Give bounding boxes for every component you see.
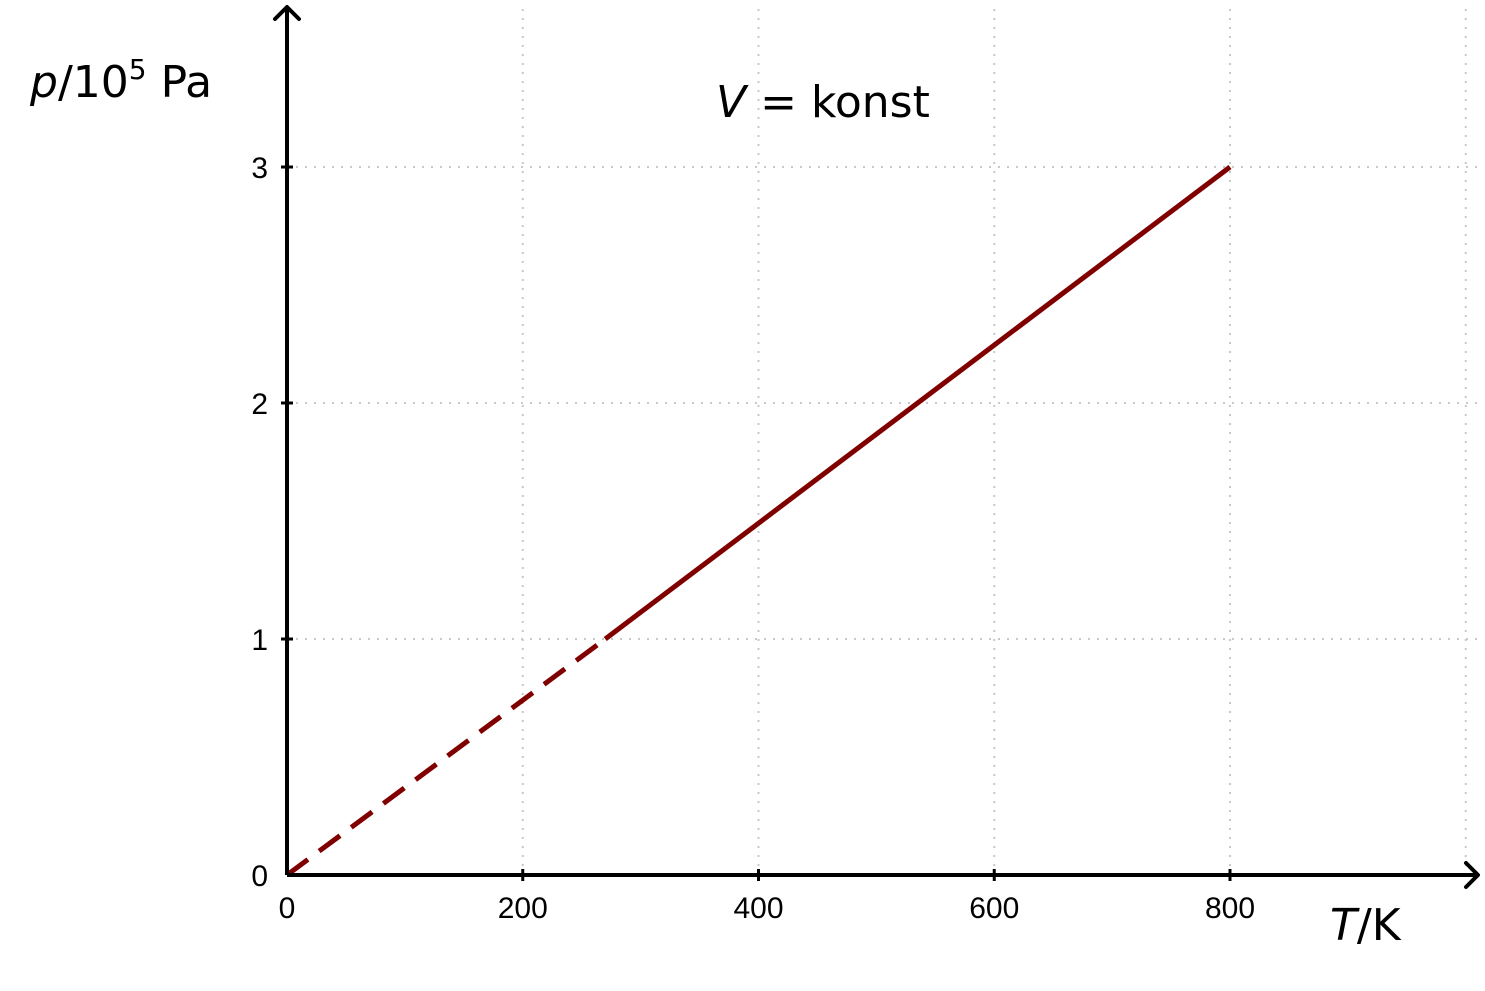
- y-axis-arrow: [273, 5, 301, 21]
- y-tick-label: 3: [251, 152, 268, 185]
- annotation-op: =: [746, 77, 811, 128]
- y-tick-label: 1: [251, 624, 268, 657]
- annotation-text: konst: [811, 77, 930, 128]
- y-axis-sep: /: [58, 57, 73, 108]
- y-axis-exp: 5: [129, 53, 147, 86]
- x-axis-title: T/K: [1330, 900, 1402, 951]
- x-tick-label: 800: [1205, 892, 1255, 925]
- x-tick-label: 0: [279, 892, 296, 925]
- series-line-dashed: [285, 636, 607, 878]
- tick-labels: 0 200 400 600 800 0 1 2 3: [251, 152, 1255, 925]
- series-group: [285, 165, 1232, 878]
- annotation-var: V: [716, 77, 749, 128]
- chart-annotation: V = konst: [716, 77, 930, 128]
- x-tick-label: 600: [969, 892, 1019, 925]
- x-axis-var: T: [1330, 900, 1360, 951]
- x-tick-label: 200: [498, 892, 548, 925]
- y-tick-label: 2: [251, 388, 268, 421]
- x-axis-unit: K: [1372, 900, 1402, 951]
- ticks: [281, 165, 1232, 881]
- y-axis-title: p/105 Pa: [29, 53, 212, 108]
- x-axis-sep: /: [1357, 900, 1372, 951]
- y-axis-var: p: [29, 57, 58, 108]
- x-axis-arrow: [1464, 861, 1480, 889]
- x-tick-label: 400: [733, 892, 783, 925]
- y-tick-label: 0: [251, 860, 268, 893]
- y-axis-base: 10: [73, 57, 129, 108]
- grid: [287, 7, 1478, 875]
- axes: [273, 5, 1480, 889]
- y-axis-unit: Pa: [147, 57, 213, 108]
- series-line-solid: [603, 165, 1232, 641]
